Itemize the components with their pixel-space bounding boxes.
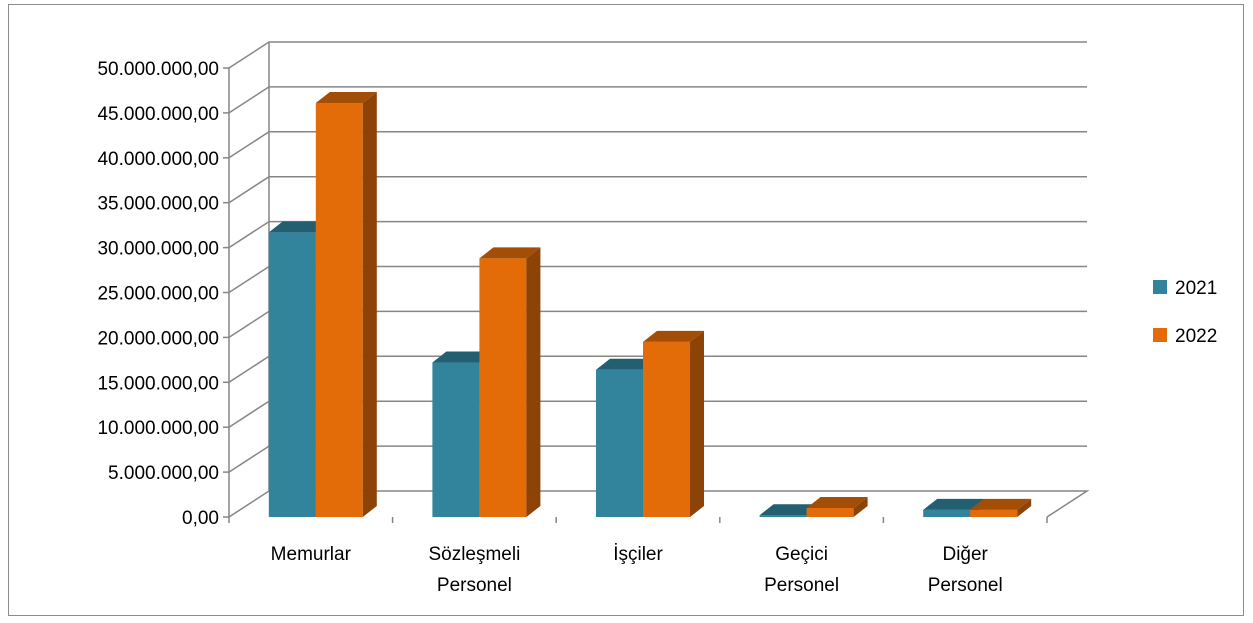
legend: 2021 2022 — [1153, 278, 1217, 347]
y-tick-label: 5.000.000,00 — [108, 463, 219, 484]
x-axis-category-labels: Memurlar Sözleşmeli Personel İşçiler Geçici P… — [271, 544, 1003, 596]
x-category-label: Diğer Personel — [928, 544, 1003, 596]
y-tick-label: 50.000.000,00 — [97, 59, 219, 80]
y-tick-label: 30.000.000,00 — [97, 239, 219, 260]
legend-label-2022: 2022 — [1175, 326, 1217, 347]
x-category-label: Sözleşmeli Personel — [428, 544, 520, 596]
bars — [268, 92, 1032, 518]
legend-label-2021: 2021 — [1175, 278, 1217, 299]
gridline — [228, 41, 1087, 69]
bar-2022-4 — [970, 498, 1032, 517]
legend-swatch-2021 — [1153, 280, 1167, 294]
y-tick-label: 25.000.000,00 — [97, 284, 219, 305]
bar-2022-1 — [479, 247, 541, 517]
bar-2022-0 — [315, 92, 377, 517]
bar-2022-3 — [806, 497, 868, 517]
legend-swatch-2022 — [1153, 328, 1167, 342]
gridline — [228, 220, 1087, 249]
bar-2022-2 — [643, 330, 704, 517]
y-tick-label: 35.000.000,00 — [97, 194, 219, 215]
axes — [223, 67, 1048, 523]
gridline — [228, 86, 1087, 114]
y-tick-label: 20.000.000,00 — [97, 328, 219, 349]
y-axis-tick-labels: 0,00 5.000.000,00 10.000.000,00 15.000.000,… — [97, 59, 219, 529]
gridline — [228, 131, 1087, 159]
x-category-label: Memurlar — [271, 544, 352, 565]
gridline — [228, 175, 1087, 204]
y-tick-label: 40.000.000,00 — [97, 149, 219, 170]
x-category-label: İşçiler — [613, 544, 663, 565]
y-tick-label: 0,00 — [182, 508, 219, 529]
y-tick-label: 45.000.000,00 — [97, 104, 219, 125]
x-category-label: Geçici Personel — [764, 544, 839, 596]
y-tick-label: 10.000.000,00 — [97, 418, 219, 439]
y-tick-label: 15.000.000,00 — [97, 373, 219, 394]
